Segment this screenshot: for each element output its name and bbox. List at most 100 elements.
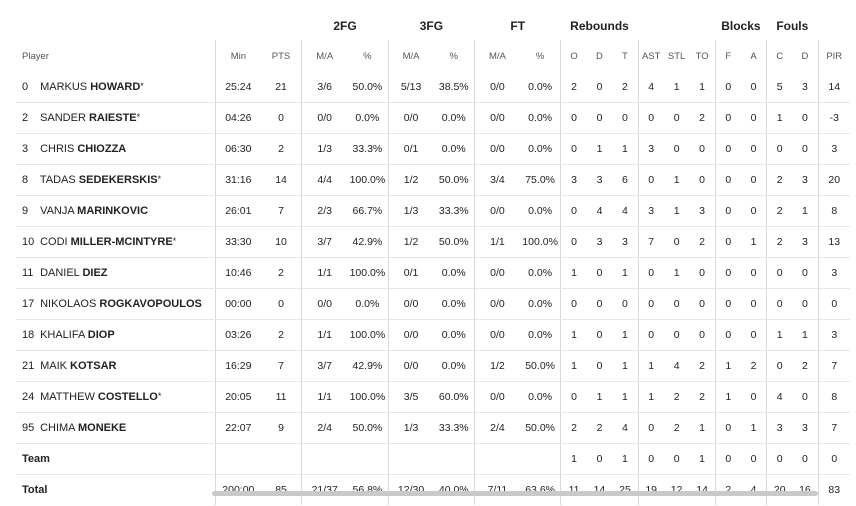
- cell-2fg-pct: 33.3%: [347, 133, 389, 165]
- col-header-to[interactable]: TO: [695, 50, 709, 62]
- col-header-pts[interactable]: PTS: [271, 50, 291, 62]
- player-row[interactable]: 10 CODI MILLER-MCINTYRE* 33:30 10 3/7 42.9% 1…: [16, 226, 850, 258]
- player-last-name[interactable]: MONEKE: [77, 422, 127, 434]
- player-first-name[interactable]: MAIK: [40, 360, 67, 372]
- player-cell[interactable]: 11 DANIEL DIEZ: [16, 257, 216, 289]
- col-header-pir[interactable]: PIR: [817, 40, 850, 72]
- player-row[interactable]: 0 MARKUS HOWARD* 25:24 21 3/6 50.0% 5/13 38.5%…: [16, 72, 850, 103]
- cell-reb-t: 1: [612, 319, 639, 351]
- col-header-foul-c[interactable]: C: [766, 40, 793, 72]
- player-last-name[interactable]: ROGKAVOPOULOS: [99, 298, 202, 310]
- player-cell[interactable]: 24 MATTHEW COSTELLO*: [16, 381, 216, 413]
- player-row[interactable]: 17 NIKOLAOS ROGKAVOPOULOS 00:00 0 0/0 0.0% 0/…: [16, 288, 850, 320]
- player-last-name[interactable]: MILLER-MCINTYRE: [70, 236, 173, 248]
- col-header-ast[interactable]: AST: [637, 40, 664, 72]
- cell-blk-a: 1: [740, 412, 767, 444]
- col-header-ft-ma[interactable]: M/A: [474, 40, 520, 72]
- cell-reb-t: 0: [612, 102, 639, 134]
- player-cell[interactable]: 2 SANDER RAIESTE*: [16, 102, 216, 134]
- cell-ft-ma: 0/0: [474, 133, 520, 165]
- player-row[interactable]: 21 MAIK KOTSAR 16:29 7 3/7 42.9% 0/0 0.0% 1/2 50…: [16, 350, 850, 382]
- player-first-name[interactable]: DANIEL: [40, 267, 80, 279]
- cell-foul-c: 20: [766, 474, 793, 505]
- player-last-name[interactable]: DIEZ: [82, 267, 108, 279]
- horizontal-scrollbar[interactable]: [212, 491, 818, 496]
- col-header-ft-pct[interactable]: %: [535, 50, 545, 62]
- player-row[interactable]: 95 CHIMA MONEKE 22:07 9 2/4 50.0% 1/3 33.3% 2/4…: [16, 412, 850, 444]
- player-cell[interactable]: 95 CHIMA MONEKE: [16, 412, 216, 444]
- cell-blk-a: 0: [740, 288, 767, 320]
- col-header-3fg-ma[interactable]: M/A: [387, 40, 434, 72]
- cell-pir: 14: [817, 72, 850, 103]
- player-cell[interactable]: 9 VANJA MARINKOVIC: [16, 195, 216, 227]
- player-first-name[interactable]: VANJA: [40, 205, 75, 217]
- cell-reb-o: 0: [560, 133, 587, 165]
- player-first-name[interactable]: MATTHEW: [40, 391, 95, 403]
- player-first-name[interactable]: CODI: [40, 236, 68, 248]
- col-header-blk-f[interactable]: F: [714, 40, 741, 72]
- cell-stl: 4: [663, 350, 690, 382]
- cell-ft-ma: 2/4: [474, 412, 520, 444]
- player-cell[interactable]: 0 MARKUS HOWARD*: [16, 72, 216, 103]
- player-last-name[interactable]: MARINKOVIC: [77, 205, 149, 217]
- player-row[interactable]: 9 VANJA MARINKOVIC 26:01 7 2/3 66.7% 1/3 33.3%…: [16, 195, 850, 227]
- player-first-name[interactable]: NIKOLAOS: [40, 298, 97, 310]
- cell-reb-t: 6: [612, 164, 639, 196]
- player-first-name[interactable]: SANDER: [40, 112, 86, 124]
- player-row[interactable]: 18 KHALIFA DIOP 03:26 2 1/1 100.0% 0/0 0.0% 0/0…: [16, 319, 850, 351]
- col-header-foul-d[interactable]: D: [801, 50, 809, 62]
- player-row[interactable]: 11 DANIEL DIEZ 10:46 2 1/1 100.0% 0/1 0.0% 0/0 0…: [16, 257, 850, 289]
- col-header-2fg-pct[interactable]: %: [363, 50, 372, 62]
- player-cell[interactable]: 10 CODI MILLER-MCINTYRE*: [16, 226, 216, 258]
- player-last-name[interactable]: COSTELLO: [97, 391, 158, 403]
- player-cell[interactable]: 18 KHALIFA DIOP: [16, 319, 216, 351]
- cell-reb-o: 2: [560, 412, 587, 444]
- col-header-reb-t[interactable]: T: [622, 50, 628, 62]
- col-header-blk-a[interactable]: A: [750, 50, 757, 62]
- cell-ft-pct: 0.0%: [519, 102, 561, 134]
- player-first-name[interactable]: TADAS: [39, 174, 76, 186]
- col-header-3fg-pct[interactable]: %: [449, 50, 458, 62]
- cell-to: 2: [689, 226, 716, 258]
- cell-2fg-ma: 3/7: [301, 350, 348, 382]
- player-last-name[interactable]: CHIOZZA: [77, 143, 127, 155]
- cell-foul-c: 0: [766, 443, 793, 475]
- cell-to: 0: [689, 288, 716, 320]
- player-cell[interactable]: 8 TADAS SEDEKERSKIS*: [16, 164, 216, 196]
- player-last-name[interactable]: RAIESTE: [88, 112, 137, 124]
- cell-reb-t: 3: [612, 226, 639, 258]
- player-first-name[interactable]: KHALIFA: [40, 329, 85, 341]
- team-label: Team: [16, 443, 216, 475]
- cell-blk-f: 0: [714, 164, 741, 196]
- player-last-name[interactable]: HOWARD: [90, 81, 141, 93]
- player-last-name[interactable]: KOTSAR: [70, 360, 117, 372]
- col-header-min[interactable]: Min: [214, 40, 261, 72]
- cell-pir: 8: [817, 195, 850, 227]
- cell-ft-pct: 0.0%: [519, 288, 561, 320]
- player-first-name[interactable]: CHRIS: [40, 143, 75, 155]
- col-header-player[interactable]: Player: [22, 50, 49, 62]
- player-row[interactable]: 3 CHRIS CHIOZZA 06:30 2 1/3 33.3% 0/1 0.0% 0/0 0…: [16, 133, 850, 165]
- cell-2fg-pct: 42.9%: [347, 226, 389, 258]
- col-header-reb-o[interactable]: O: [560, 40, 587, 72]
- col-header-stl[interactable]: STL: [667, 50, 686, 62]
- player-row[interactable]: 8 TADAS SEDEKERSKIS* 31:16 14 4/4 100.0% 1/2 5…: [16, 164, 850, 196]
- cell-2fg-pct: 0.0%: [347, 288, 389, 320]
- player-first-name[interactable]: CHIMA: [40, 422, 75, 434]
- player-cell[interactable]: 17 NIKOLAOS ROGKAVOPOULOS: [16, 288, 216, 320]
- player-cell[interactable]: 3 CHRIS CHIOZZA: [16, 133, 216, 165]
- cell-ft-ma: 0/0: [474, 257, 520, 289]
- cell-3fg-ma: 3/5: [387, 381, 434, 413]
- player-row[interactable]: 2 SANDER RAIESTE* 04:26 0 0/0 0.0% 0/0 0.0% 0/0…: [16, 102, 850, 134]
- cell-to: 0: [689, 319, 716, 351]
- col-header-reb-d[interactable]: D: [596, 50, 603, 62]
- player-last-name[interactable]: DIOP: [87, 329, 115, 341]
- player-first-name[interactable]: MARKUS: [40, 81, 88, 93]
- player-last-name[interactable]: SEDEKERSKIS: [78, 174, 158, 186]
- cell-foul-d: 3: [792, 164, 819, 196]
- player-row[interactable]: 24 MATTHEW COSTELLO* 20:05 11 1/1 100.0% 3/5 6…: [16, 381, 850, 413]
- col-header-2fg-ma[interactable]: M/A: [301, 40, 348, 72]
- player-cell[interactable]: 21 MAIK KOTSAR: [16, 350, 216, 382]
- group-blocks: Blocks: [721, 19, 761, 33]
- cell-2fg-pct: [347, 443, 389, 475]
